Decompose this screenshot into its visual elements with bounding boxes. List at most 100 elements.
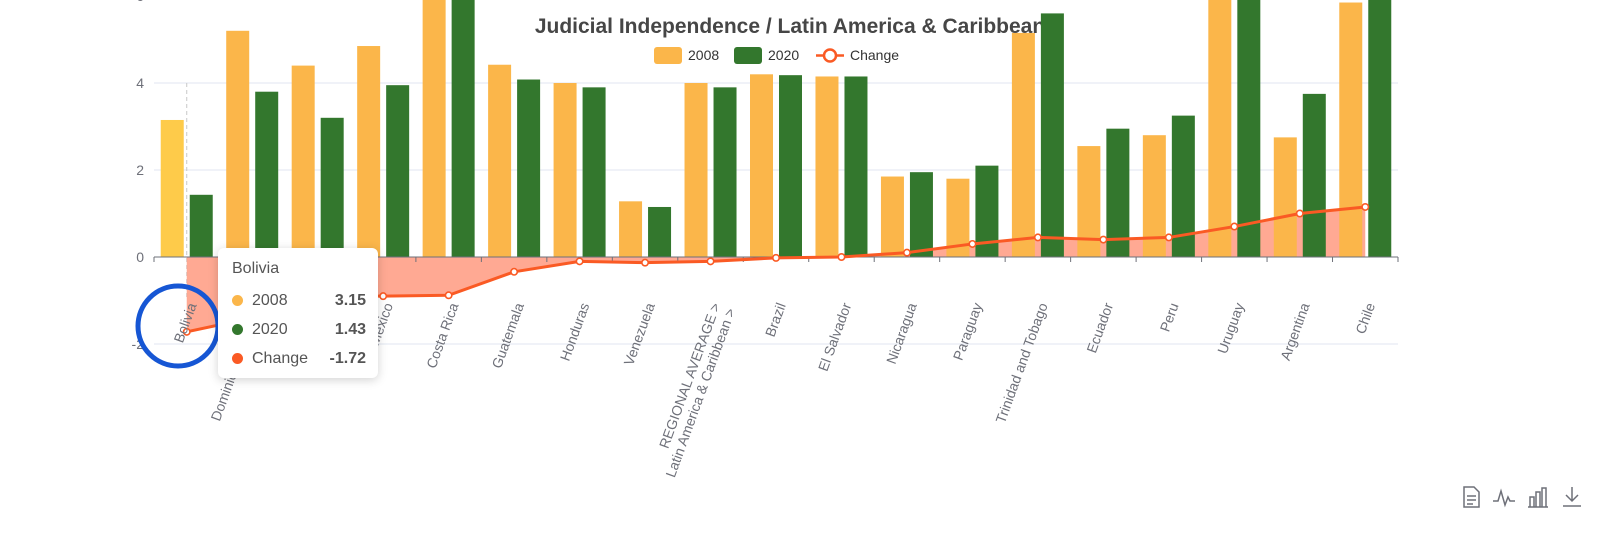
bar-2008[interactable] [1339,2,1363,258]
y-tick-label: 4 [136,75,144,91]
bar-2020[interactable] [1171,115,1195,257]
bar-2008[interactable] [1208,0,1232,257]
bar-2008[interactable] [684,83,708,257]
bar-2020[interactable] [844,76,868,257]
data-view-icon[interactable] [1460,485,1482,509]
bar-2020[interactable] [1040,13,1064,258]
tooltip-row-value: 1.43 [334,320,366,338]
change-point[interactable] [771,253,780,262]
y-tick-label: 2 [136,162,144,178]
change-point[interactable] [1164,233,1173,242]
download-icon[interactable] [1560,485,1584,509]
tooltip-title: Bolivia [232,260,280,277]
bar-series[interactable] [160,0,1392,258]
bar-2008[interactable] [1077,146,1101,257]
bar-2008[interactable] [815,76,839,257]
x-tick-label: Guatemala [488,300,527,370]
change-point[interactable] [575,257,584,266]
tooltip-row-value: 3.15 [334,291,366,309]
y-tick-label: 6 [136,0,144,4]
bar-2008[interactable] [750,74,773,257]
change-point[interactable] [510,267,519,276]
change-point[interactable] [182,327,191,336]
change-point[interactable] [1295,209,1304,218]
change-area [186,206,1366,332]
change-point[interactable] [1099,235,1108,244]
line-chart-icon[interactable] [1492,485,1516,509]
change-area-fill [186,206,1366,332]
bar-2008[interactable] [357,46,381,258]
tooltip-change-dot [232,353,243,364]
bar-2008[interactable] [880,176,904,257]
chart-legend[interactable]: 2008 2020 Change [654,47,899,64]
legend-swatch [734,47,762,64]
bar-2008[interactable] [619,201,643,257]
legend-item-2008[interactable]: 2008 [654,47,719,64]
change-point[interactable] [444,291,453,300]
bar-2020[interactable] [582,87,606,257]
tooltip: Bolivia 2008 3.15 2020 1.43 Change -1.72 [218,248,378,378]
y-axis: -202468 [132,0,145,352]
bar-chart-icon[interactable] [1526,485,1550,509]
legend-swatch [654,47,682,64]
bar-2008[interactable] [1142,135,1166,257]
bar-2008[interactable] [291,65,315,257]
legend-label: Change [850,47,899,63]
legend-swatch-marker [822,48,838,63]
change-point[interactable] [902,248,911,257]
bar-2008[interactable] [946,178,970,257]
legend-item-2020[interactable]: 2020 [734,47,799,64]
x-tick-label: Nicaragua [883,300,920,366]
tooltip-row-label: 2008 [252,291,288,309]
bar-2008[interactable] [160,119,184,257]
x-tick-label: Trinidad and Tobago [992,300,1051,425]
x-tick-label: Brazil [762,301,789,339]
bar-2008[interactable] [553,83,577,257]
bar-2020[interactable] [1302,93,1326,257]
x-tick-label: REGIONAL AVERAGE >Latin America & Caribb… [647,301,738,480]
bar-2008[interactable] [488,64,512,257]
x-tick-label: Uruguay [1214,301,1247,356]
legend-label: 2008 [688,47,719,63]
bar-2020[interactable] [779,75,802,257]
change-point[interactable] [1230,222,1239,231]
x-tick-label: Paraguay [950,301,986,363]
bar-2020[interactable] [189,194,213,257]
tooltip-row-label: 2020 [252,320,288,338]
change-point[interactable] [706,257,715,266]
bar-2020[interactable] [320,117,344,257]
change-point[interactable] [1033,233,1042,242]
tooltip-2020-dot [232,324,243,335]
bar-2020[interactable] [1106,128,1130,257]
bar-2020[interactable] [451,0,475,258]
tooltip-row-label: Change [252,349,309,367]
x-tick-label: Argentina [1277,300,1313,362]
bar-2020[interactable] [517,79,541,258]
bar-2020[interactable] [648,206,672,257]
change-point[interactable] [379,292,388,301]
change-point[interactable] [1361,202,1370,211]
x-tick-label: Venezuela [620,300,657,367]
bar-2008[interactable] [1011,32,1035,257]
legend-item-change[interactable]: Change [816,47,899,63]
y-tick-label: 0 [136,249,144,265]
x-tick-label: El Salvador [815,300,855,373]
bar-2020[interactable] [1237,0,1261,258]
bar-2008[interactable] [226,30,250,257]
bar-2020[interactable] [975,165,999,257]
bar-2020[interactable] [386,85,410,257]
change-point[interactable] [837,253,846,262]
bar-2020[interactable] [909,172,933,257]
bar-2020[interactable] [713,87,737,257]
legend-label: 2020 [768,47,799,63]
change-point[interactable] [968,239,977,248]
change-point[interactable] [641,258,650,267]
bar-2008[interactable] [1273,137,1297,257]
bar-2020[interactable] [255,91,279,257]
bar-2008[interactable] [422,0,446,258]
bar-2020[interactable] [1368,0,1392,257]
change-line-series[interactable] [182,202,1370,336]
tooltip-row-2008: 2008 3.15 [232,286,366,315]
tooltip-2008-dot [232,295,243,306]
